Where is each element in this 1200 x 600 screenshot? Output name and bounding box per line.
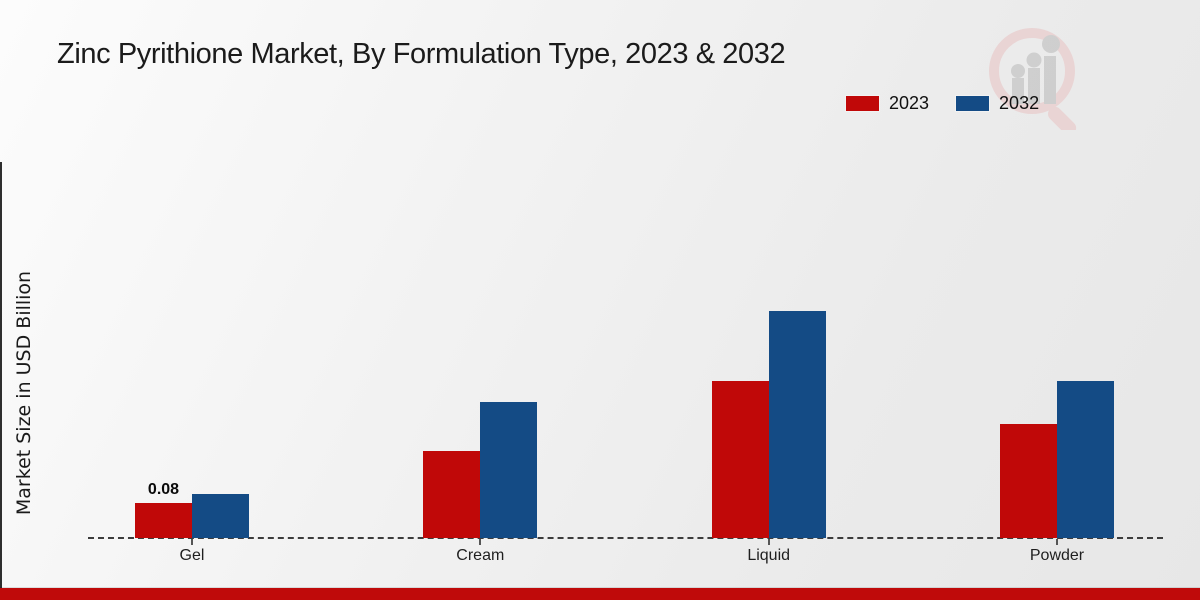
category-label-gel: Gel bbox=[179, 547, 205, 564]
x-axis-tick-cream bbox=[479, 539, 482, 545]
mrfr-logo-watermark bbox=[985, 18, 1085, 136]
bar-gel-2023 bbox=[135, 503, 192, 538]
bar-cream-2032 bbox=[480, 402, 538, 538]
legend-label-2023: 2023 bbox=[889, 93, 930, 113]
data-label-gel-2023: 0.08 bbox=[147, 481, 180, 498]
bar-powder-2023 bbox=[1000, 424, 1057, 538]
category-label-liquid: Liquid bbox=[747, 547, 791, 564]
footer-accent-bar bbox=[0, 588, 1200, 600]
x-axis-tick-gel bbox=[191, 539, 193, 545]
category-label-cream: Cream bbox=[456, 547, 505, 564]
bar-gel-2032 bbox=[192, 494, 249, 538]
category-label-powder: Powder bbox=[1029, 547, 1085, 564]
x-axis-baseline bbox=[88, 537, 1163, 539]
legend-swatch-2023 bbox=[845, 95, 880, 112]
x-axis-tick-powder bbox=[1056, 539, 1058, 545]
legend-item-2023: 2023 bbox=[845, 93, 929, 114]
bar-liquid-2032 bbox=[768, 310, 826, 538]
legend: 2023 2032 bbox=[845, 93, 1039, 114]
legend-item-2032: 2032 bbox=[955, 93, 1039, 114]
chart-title: Zinc Pyrithione Market, By Formulation T… bbox=[57, 38, 786, 70]
legend-label-2032: 2032 bbox=[999, 93, 1040, 113]
x-axis-tick-liquid bbox=[767, 539, 770, 545]
bar-cream-2023 bbox=[423, 450, 481, 538]
magnifier-chart-icon bbox=[989, 28, 1077, 136]
left-accent-line bbox=[0, 162, 2, 600]
legend-swatch-2032 bbox=[955, 95, 991, 112]
bar-powder-2032 bbox=[1057, 380, 1114, 538]
bar-liquid-2023 bbox=[711, 380, 769, 538]
